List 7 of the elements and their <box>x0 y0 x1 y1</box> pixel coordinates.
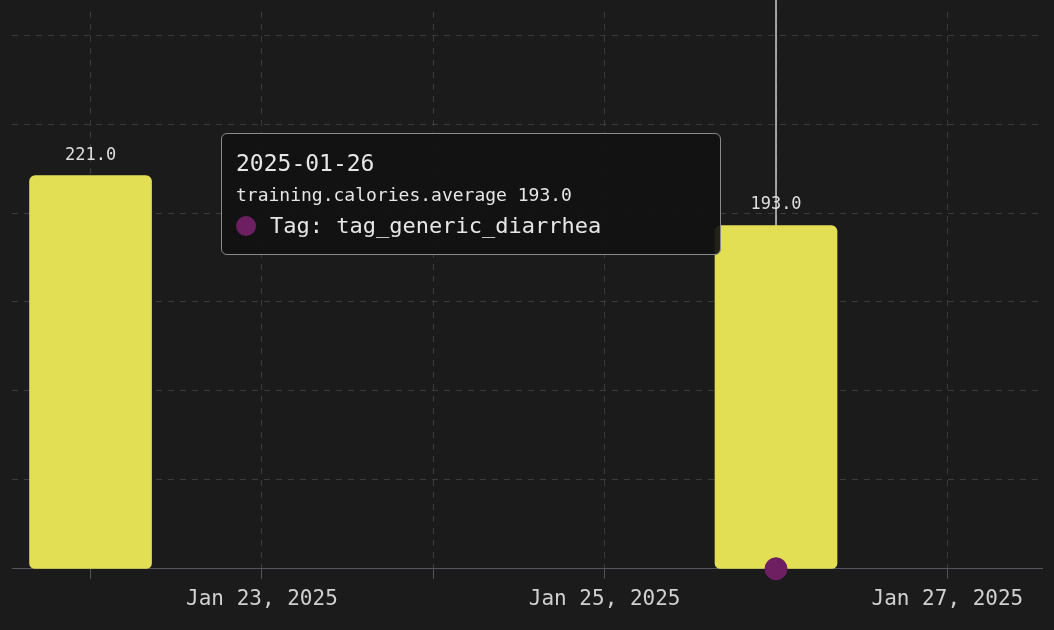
data-label: 221.0 <box>64 143 117 164</box>
annotation: 2025-01-26 <box>236 150 376 176</box>
x-tick-label: Jan 25, 2025 <box>528 585 681 610</box>
x-tick-label: Jan 27, 2025 <box>871 585 1024 610</box>
annotation: training.calories.average 193.0 <box>236 184 573 205</box>
legend-label: Tag: tag_generic_diarrhea <box>270 213 602 238</box>
x-tick-label: Jan 23, 2025 <box>186 585 338 610</box>
